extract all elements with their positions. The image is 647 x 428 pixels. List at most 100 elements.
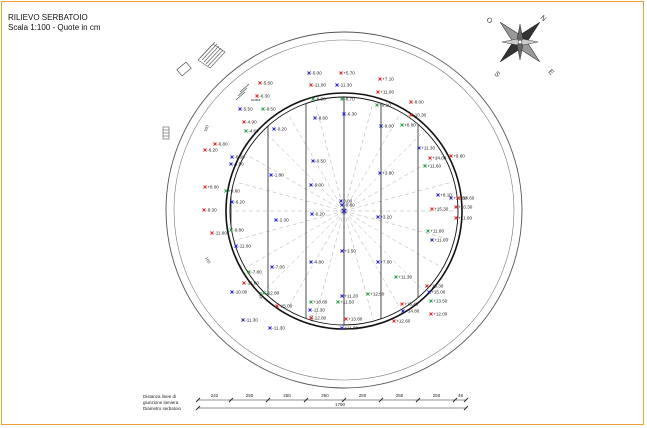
- survey-point: +9.10: [375, 103, 391, 108]
- survey-point: +11.60: [423, 164, 441, 169]
- survey-point-marker: [213, 142, 217, 146]
- survey-point-value: -9.00: [315, 97, 326, 102]
- survey-point-marker: [247, 270, 251, 274]
- dimension-tick: [463, 397, 469, 403]
- survey-point-marker: [255, 94, 259, 98]
- legend-label-joints-1: Distanza linee di: [143, 394, 176, 399]
- survey-point-value: -0.20: [314, 212, 325, 217]
- survey-point-value: +11.60: [427, 164, 441, 169]
- survey-point-value: 0.00: [343, 199, 352, 204]
- survey-point-marker: [262, 291, 266, 295]
- survey-point-marker: [449, 196, 453, 200]
- survey-point: +15.00: [427, 290, 446, 295]
- survey-point: -8.60: [313, 116, 328, 121]
- dimension-tick: [463, 405, 469, 411]
- survey-point-marker: [261, 107, 265, 111]
- survey-point-value: +12.00: [433, 312, 448, 317]
- legend-label-diameter: Diametro serbatoio: [143, 406, 182, 411]
- survey-point-marker: [423, 164, 427, 168]
- survey-point: +10.80: [309, 300, 328, 305]
- survey-point-value: -1.80: [273, 173, 284, 178]
- survey-point: +3.80: [378, 171, 394, 176]
- stair-icon: [197, 41, 226, 69]
- survey-point: +14.00: [428, 156, 447, 161]
- survey-point-marker: [449, 154, 453, 158]
- survey-point: -11.30: [241, 318, 258, 323]
- survey-point-marker: [210, 231, 214, 235]
- survey-point-marker: [309, 183, 313, 187]
- drawing-title: RILIEVO SERBATOIO: [8, 13, 88, 22]
- compass-rose-icon: N E S O: [485, 14, 555, 78]
- survey-point-marker: [428, 156, 432, 160]
- survey-point-value: +11.30: [421, 146, 435, 151]
- survey-point-value: -5.00: [311, 71, 322, 76]
- survey-point: -8.70: [340, 97, 355, 102]
- inner-label-scala: scala: [251, 97, 261, 102]
- survey-point-marker: [268, 326, 272, 330]
- survey-point: +11.60: [449, 196, 467, 201]
- survey-point-marker: [308, 308, 312, 312]
- survey-point-value: +9.60: [228, 189, 240, 194]
- survey-point-value: -6.30: [259, 94, 270, 99]
- survey-point: -9.50: [261, 107, 276, 112]
- survey-point: +11.30: [417, 146, 435, 151]
- survey-point-value: -8.70: [344, 97, 355, 102]
- compass-label-n: N: [539, 14, 548, 23]
- survey-point-marker: [242, 120, 246, 124]
- survey-point-value: +8.10: [440, 193, 452, 198]
- survey-point: +15.30: [425, 284, 444, 289]
- survey-point: -15.00: [275, 304, 293, 309]
- survey-point-marker: [339, 199, 343, 203]
- dimension-tick: [228, 397, 234, 403]
- tank-shell: [225, 92, 463, 330]
- survey-point: -11.80: [242, 281, 259, 286]
- survey-point: -11.30: [308, 308, 325, 313]
- survey-point-marker: [275, 304, 279, 308]
- legend-spacing-value: 250: [283, 393, 291, 398]
- survey-point-marker: [234, 244, 238, 248]
- survey-point-value: -4.90: [246, 120, 257, 125]
- survey-point-value: -6.20: [207, 148, 218, 153]
- survey-point: -0.80: [340, 203, 355, 208]
- legend-spacing-value: 250: [359, 393, 367, 398]
- survey-point-marker: [392, 319, 396, 323]
- survey-point-value: +11.80: [344, 326, 358, 331]
- survey-point: -6.30: [255, 94, 270, 99]
- survey-point: -6.20: [203, 148, 218, 153]
- survey-point-marker: [309, 260, 313, 264]
- survey-point: -9.80: [229, 228, 244, 233]
- legend-spacing-value: 48: [458, 393, 464, 398]
- survey-point-value: +10.80: [313, 300, 328, 305]
- survey-point: +12.50: [366, 292, 385, 297]
- survey-point-value: +15.30: [429, 284, 444, 289]
- survey-point-value: +5.70: [343, 71, 355, 76]
- survey-point: -6.20: [230, 200, 245, 205]
- survey-point-marker: [436, 193, 440, 197]
- survey-point-marker: [311, 97, 315, 101]
- platform-box-icon: [176, 61, 192, 77]
- survey-point: -0.50: [311, 159, 326, 164]
- survey-point-value: -10.00: [234, 290, 247, 295]
- survey-point-marker: [454, 216, 458, 220]
- survey-point: +10.30: [454, 205, 473, 210]
- legend-spacing-value: 242: [211, 393, 219, 398]
- survey-point: -9.00: [311, 97, 326, 102]
- survey-point-value: -9.00: [313, 183, 324, 188]
- survey-point-value: +15.30: [434, 207, 449, 212]
- survey-point-marker: [417, 146, 421, 150]
- survey-point-marker: [272, 127, 276, 131]
- survey-point-value: -7.80: [251, 270, 262, 275]
- survey-point-value: -5.50: [242, 107, 253, 112]
- survey-point: +8.00: [400, 123, 416, 128]
- survey-point-value: -2.30: [278, 218, 289, 223]
- survey-point: -5.00: [307, 71, 322, 76]
- survey-point-value: +11.50: [340, 300, 354, 305]
- dimension-tick: [195, 405, 201, 411]
- survey-point-marker: [230, 290, 234, 294]
- survey-point: -12.80: [309, 316, 327, 321]
- survey-point-value: -9.00: [383, 124, 394, 129]
- outer-ring: [165, 31, 523, 389]
- survey-point: -7.80: [247, 270, 262, 275]
- survey-point-value: +8.00: [207, 185, 219, 190]
- survey-point-value: -11.30: [245, 318, 258, 323]
